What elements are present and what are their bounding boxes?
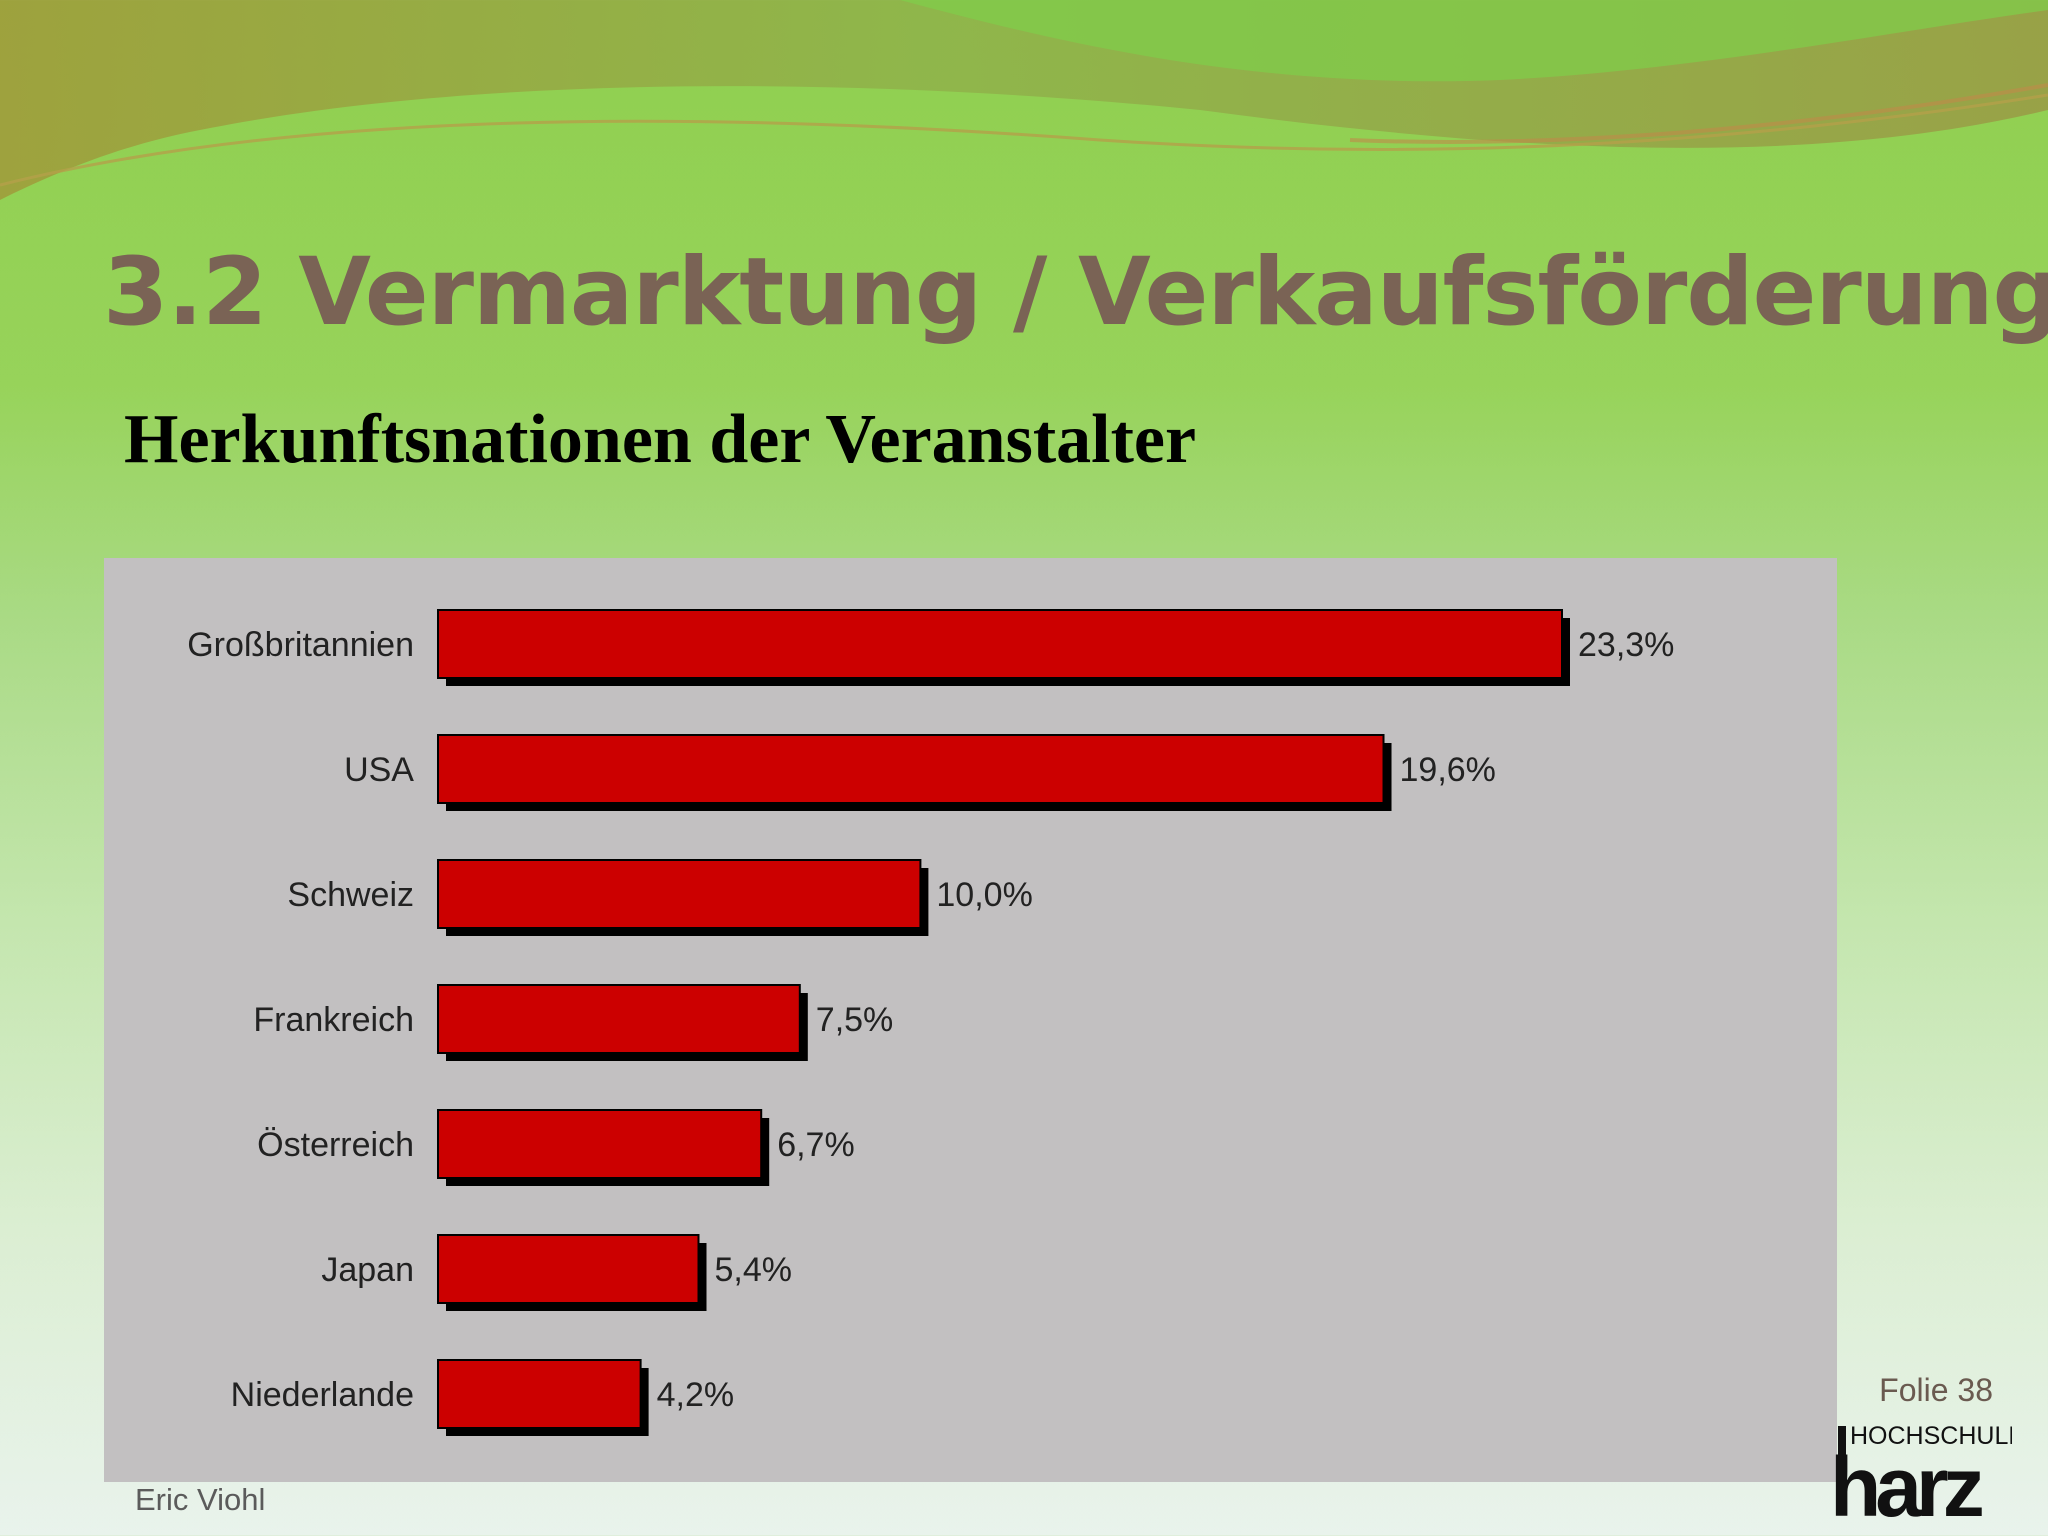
- category-label: Österreich: [257, 1126, 414, 1164]
- slide-number: Folie 38: [1879, 1372, 1993, 1408]
- author-name: Eric Viohl: [135, 1482, 266, 1517]
- bar-group: Niederlande 4,2%: [231, 1359, 735, 1436]
- value-label: 5,4%: [714, 1251, 792, 1289]
- bar: [437, 859, 922, 929]
- bar-group: Japan 5,4%: [321, 1234, 792, 1311]
- bar-chart: Großbritannien 23,3% USA 19,6% Schweiz 10,0% F…: [104, 558, 1837, 1482]
- bar-group: Schweiz 10,0%: [287, 859, 1033, 936]
- value-label: 23,3%: [1578, 626, 1674, 664]
- category-label: USA: [344, 751, 414, 789]
- slide-title: 3.2 Vermarktung / Verkaufsförderung: [103, 238, 2048, 347]
- category-label: Schweiz: [287, 876, 414, 914]
- slide-subtitle: Herkunftsnationen der Veranstalter: [124, 401, 1197, 478]
- bar-group: Österreich 6,7%: [257, 1109, 855, 1186]
- logo-bar: [1838, 1426, 1846, 1466]
- bar-chart-svg: Großbritannien 23,3% USA 19,6% Schweiz 10,0% F…: [104, 558, 1837, 1482]
- logo-top-text: HOCHSCHULE: [1850, 1422, 2012, 1450]
- bar: [437, 609, 1563, 679]
- chart-background: [104, 558, 1837, 1482]
- category-label: Niederlande: [231, 1376, 414, 1414]
- value-label: 6,7%: [777, 1126, 855, 1164]
- value-label: 10,0%: [936, 876, 1032, 914]
- bar: [437, 1234, 700, 1304]
- header-wave-decoration: [0, 0, 2048, 200]
- bar-group: Großbritannien 23,3%: [187, 609, 1674, 686]
- value-label: 19,6%: [1400, 751, 1496, 789]
- category-label: Japan: [321, 1251, 414, 1289]
- hochschule-harz-logo: HOCHSCHULE harz: [1830, 1422, 2012, 1520]
- logo-main-text: harz: [1830, 1440, 1982, 1520]
- value-label: 4,2%: [657, 1376, 735, 1414]
- category-label: Großbritannien: [187, 626, 414, 664]
- bar: [437, 1359, 642, 1429]
- bar: [437, 1109, 763, 1179]
- bar: [437, 734, 1385, 804]
- bar-group: USA 19,6%: [344, 734, 1496, 811]
- value-label: 7,5%: [816, 1001, 894, 1039]
- bar: [437, 984, 801, 1054]
- bar-group: Frankreich 7,5%: [253, 984, 894, 1061]
- category-label: Frankreich: [253, 1001, 414, 1039]
